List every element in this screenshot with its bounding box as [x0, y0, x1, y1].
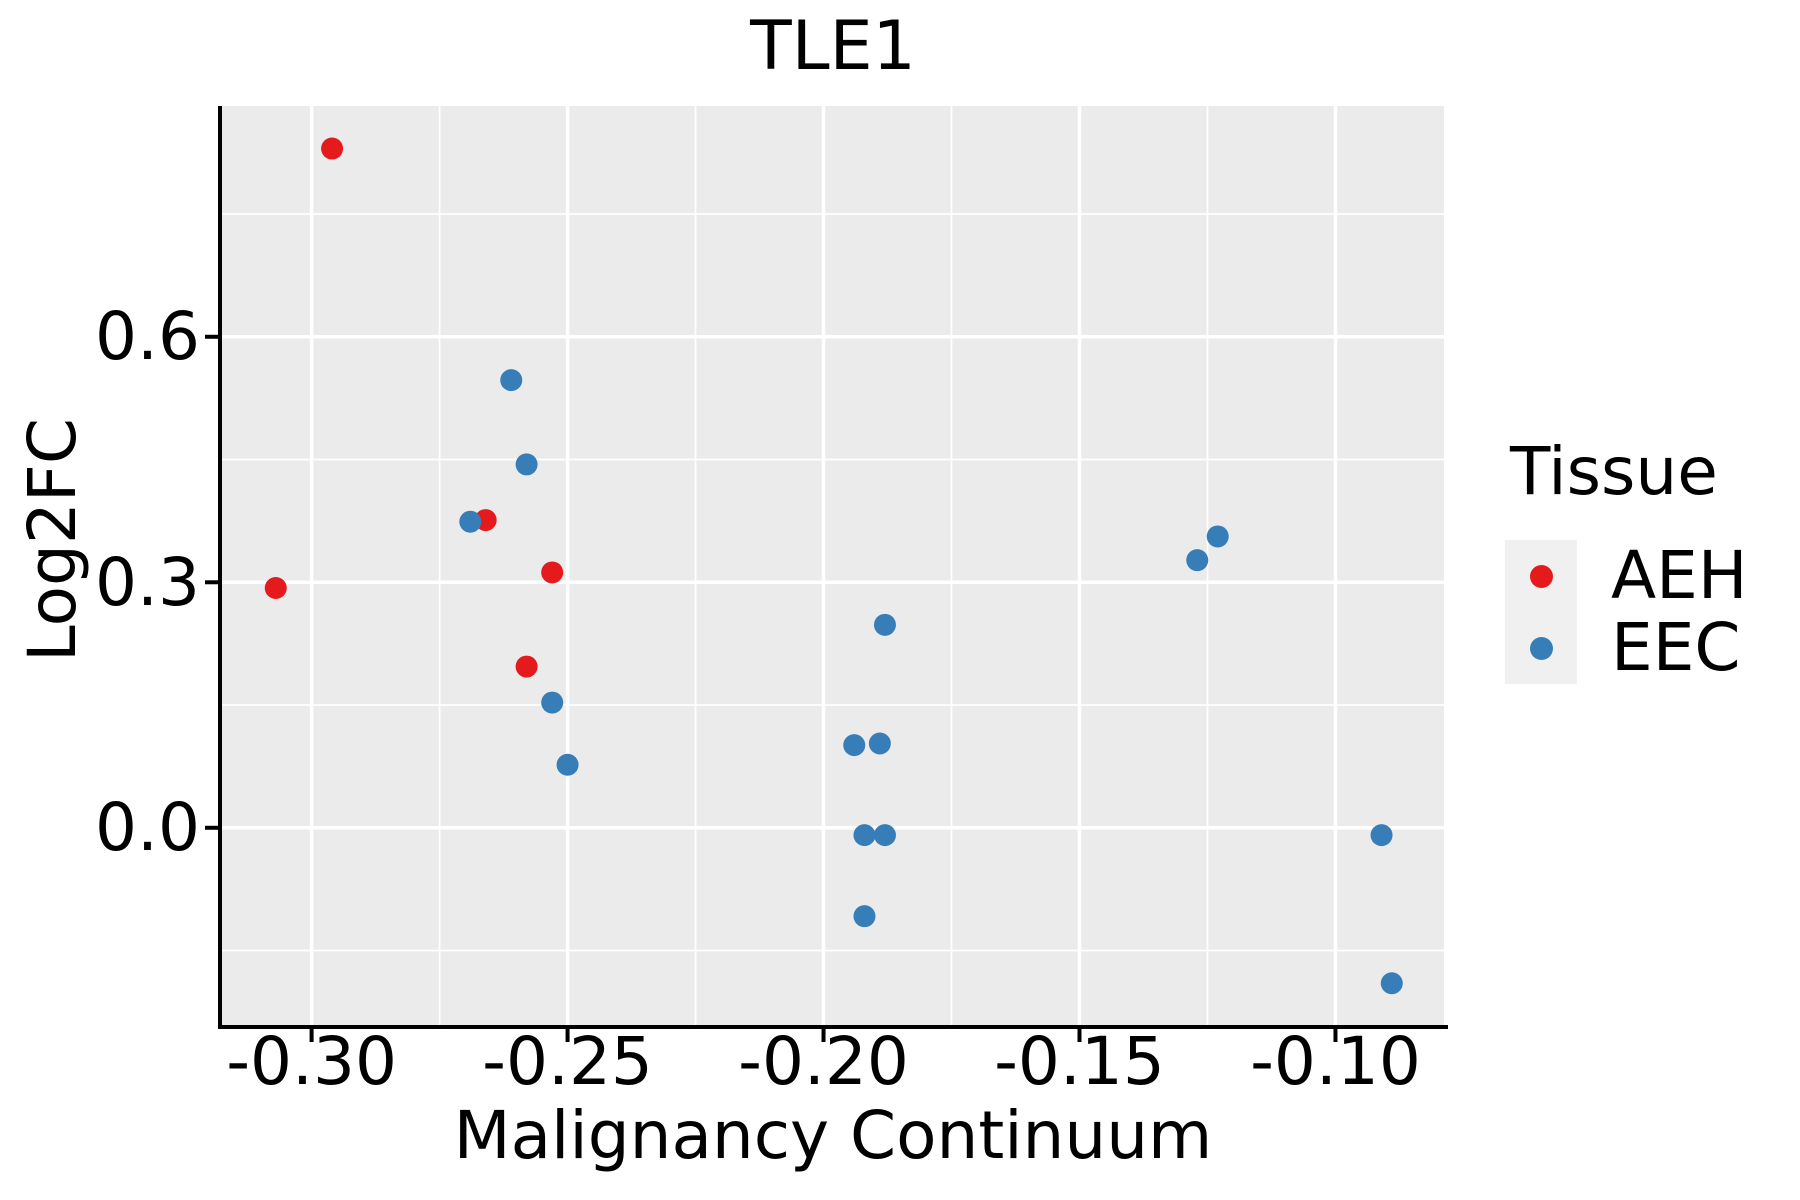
data-point-eec — [873, 613, 896, 636]
legend-item-label: EEC — [1611, 609, 1741, 686]
legend-dot-icon — [1529, 564, 1553, 588]
x-axis-spine — [218, 1025, 1448, 1029]
x-tick-label: -0.15 — [994, 1023, 1165, 1100]
data-point-eec — [541, 691, 564, 714]
data-point-aeh — [541, 561, 564, 584]
y-tick-label: 0.3 — [95, 543, 200, 621]
data-point-aeh — [515, 655, 538, 678]
x-axis-label: Malignancy Continuum — [453, 1097, 1213, 1174]
data-point-aeh — [264, 577, 287, 600]
y-tick-mark — [205, 334, 218, 339]
y-tick-label: 0.0 — [95, 789, 200, 867]
x-tick-mark — [821, 1029, 826, 1042]
y-tick-mark — [205, 580, 218, 585]
x-tick-mark — [1333, 1029, 1338, 1042]
x-tick-mark — [1077, 1029, 1082, 1042]
y-tick-mark — [205, 825, 218, 830]
data-point-eec — [853, 905, 876, 928]
data-point-eec — [500, 369, 523, 392]
x-tick-label: -0.25 — [482, 1023, 653, 1100]
y-axis-spine — [218, 106, 222, 1029]
data-point-eec — [1380, 972, 1403, 995]
data-point-eec — [1206, 525, 1229, 548]
data-point-eec — [556, 753, 579, 776]
chart-title: TLE1 — [750, 7, 916, 86]
legend: Tissue AEH EEC — [1505, 432, 1795, 684]
legend-item-label: AEH — [1611, 537, 1748, 614]
legend-key — [1505, 612, 1577, 684]
data-point-eec — [1370, 824, 1393, 847]
legend-key — [1505, 540, 1577, 612]
x-tick-mark — [309, 1029, 314, 1042]
data-point-eec — [843, 734, 866, 757]
legend-title: Tissue — [1510, 433, 1718, 510]
plot-panel — [222, 106, 1444, 1025]
data-point-eec — [515, 453, 538, 476]
x-tick-mark — [565, 1029, 570, 1042]
x-tick-label: -0.20 — [738, 1023, 909, 1100]
data-point-eec — [853, 824, 876, 847]
x-tick-label: -0.30 — [226, 1023, 397, 1100]
data-point-eec — [873, 824, 896, 847]
legend-dot-icon — [1529, 636, 1553, 660]
data-point-eec — [1186, 549, 1209, 572]
data-point-eec — [868, 732, 891, 755]
legend-item-eec: EEC — [1505, 612, 1795, 684]
legend-items: AEH EEC — [1505, 540, 1795, 684]
x-tick-label: -0.10 — [1250, 1023, 1421, 1100]
y-tick-label: 0.6 — [95, 298, 200, 376]
data-point-aeh — [321, 137, 344, 160]
legend-item-aeh: AEH — [1505, 540, 1795, 612]
data-point-eec — [459, 510, 482, 533]
